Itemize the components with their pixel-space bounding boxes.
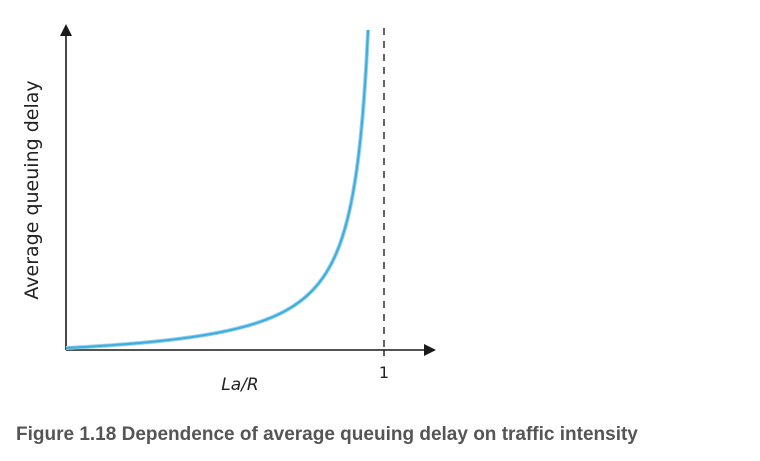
series-curve-outline: [65, 29, 371, 350]
y-axis-label: Average queuing delay: [21, 80, 43, 299]
figure-caption: Figure 1.18 Dependence of average queuin…: [16, 424, 638, 445]
y-axis-arrow: [60, 24, 72, 36]
x-tick-label-0: 1: [379, 363, 389, 382]
x-axis-arrow: [424, 344, 436, 356]
series-curve: [65, 29, 370, 349]
x-ticks: 1: [379, 350, 389, 382]
x-axis-label: La/R: [221, 375, 258, 395]
